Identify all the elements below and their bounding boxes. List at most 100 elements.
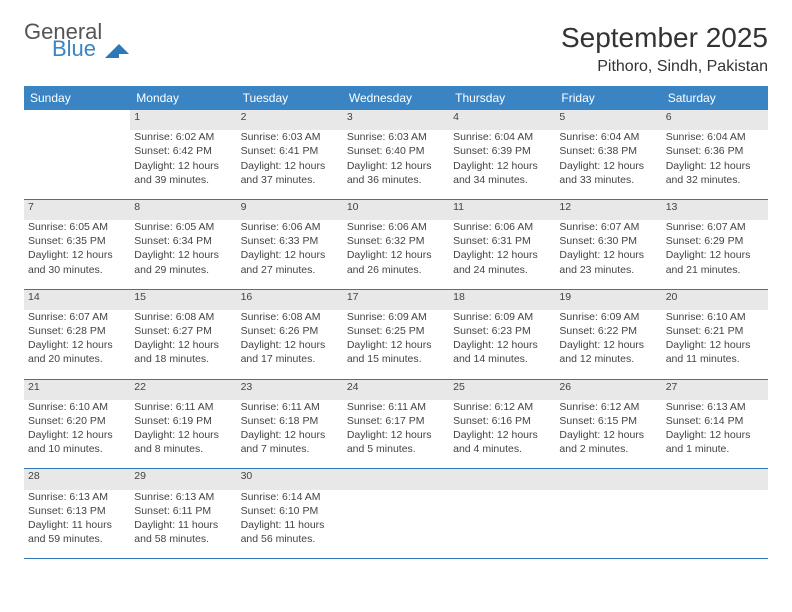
day-number-cell: 30 <box>237 469 343 490</box>
sunset: Sunset: 6:41 PM <box>241 144 339 158</box>
day-data-cell <box>343 490 449 553</box>
sunrise: Sunrise: 6:13 AM <box>134 490 232 504</box>
day-number-cell: 6 <box>662 110 768 130</box>
sunrise: Sunrise: 6:11 AM <box>241 400 339 414</box>
day-data-cell: Sunrise: 6:02 AMSunset: 6:42 PMDaylight:… <box>130 130 236 193</box>
sunrise: Sunrise: 6:06 AM <box>453 220 551 234</box>
sunset: Sunset: 6:15 PM <box>559 414 657 428</box>
sunrise: Sunrise: 6:10 AM <box>28 400 126 414</box>
sunrise: Sunrise: 6:04 AM <box>453 130 551 144</box>
day-data-cell <box>662 490 768 553</box>
day-number-cell: 8 <box>130 199 236 220</box>
sunrise: Sunrise: 6:07 AM <box>666 220 764 234</box>
day-number-cell: 9 <box>237 199 343 220</box>
sunset: Sunset: 6:14 PM <box>666 414 764 428</box>
day-data-cell <box>449 490 555 553</box>
daylight: Daylight: 11 hours and 56 minutes. <box>241 518 339 546</box>
day-number-cell: 11 <box>449 199 555 220</box>
sunrise: Sunrise: 6:11 AM <box>347 400 445 414</box>
day-data-cell: Sunrise: 6:08 AMSunset: 6:27 PMDaylight:… <box>130 310 236 373</box>
sunset: Sunset: 6:42 PM <box>134 144 232 158</box>
sunrise: Sunrise: 6:09 AM <box>453 310 551 324</box>
day-data-cell: Sunrise: 6:03 AMSunset: 6:41 PMDaylight:… <box>237 130 343 193</box>
day-number-cell <box>343 469 449 490</box>
day-number-cell: 13 <box>662 199 768 220</box>
sunrise: Sunrise: 6:04 AM <box>559 130 657 144</box>
sunset: Sunset: 6:17 PM <box>347 414 445 428</box>
sunrise: Sunrise: 6:03 AM <box>241 130 339 144</box>
sunrise: Sunrise: 6:12 AM <box>453 400 551 414</box>
day-data-cell: Sunrise: 6:06 AMSunset: 6:31 PMDaylight:… <box>449 220 555 283</box>
daylight: Daylight: 12 hours and 33 minutes. <box>559 159 657 187</box>
day-data-cell: Sunrise: 6:14 AMSunset: 6:10 PMDaylight:… <box>237 490 343 553</box>
sunset: Sunset: 6:22 PM <box>559 324 657 338</box>
day-number-cell: 25 <box>449 379 555 400</box>
day-number-cell: 20 <box>662 289 768 310</box>
sunset: Sunset: 6:26 PM <box>241 324 339 338</box>
daylight: Daylight: 12 hours and 10 minutes. <box>28 428 126 456</box>
daylight: Daylight: 12 hours and 29 minutes. <box>134 248 232 276</box>
day-data-cell: Sunrise: 6:10 AMSunset: 6:21 PMDaylight:… <box>662 310 768 373</box>
day-number-cell: 17 <box>343 289 449 310</box>
sunrise: Sunrise: 6:14 AM <box>241 490 339 504</box>
month-title: September 2025 <box>561 22 768 54</box>
day-number-cell: 7 <box>24 199 130 220</box>
sunrise: Sunrise: 6:02 AM <box>134 130 232 144</box>
day-data-cell: Sunrise: 6:13 AMSunset: 6:14 PMDaylight:… <box>662 400 768 463</box>
title-block: September 2025 Pithoro, Sindh, Pakistan <box>561 22 768 76</box>
daylight: Daylight: 12 hours and 26 minutes. <box>347 248 445 276</box>
sunrise: Sunrise: 6:07 AM <box>559 220 657 234</box>
triangle-icon <box>105 19 119 58</box>
daylight: Daylight: 12 hours and 30 minutes. <box>28 248 126 276</box>
daylight: Daylight: 11 hours and 59 minutes. <box>28 518 126 546</box>
daylight: Daylight: 12 hours and 12 minutes. <box>559 338 657 366</box>
sunrise: Sunrise: 6:05 AM <box>134 220 232 234</box>
calendar-page: General Blue September 2025 Pithoro, Sin… <box>0 0 792 559</box>
daylight: Daylight: 12 hours and 27 minutes. <box>241 248 339 276</box>
daylight: Daylight: 12 hours and 5 minutes. <box>347 428 445 456</box>
calendar-header: SundayMondayTuesdayWednesdayThursdayFrid… <box>24 86 768 110</box>
day-header: Friday <box>555 86 661 110</box>
sunrise: Sunrise: 6:08 AM <box>241 310 339 324</box>
day-number-cell: 28 <box>24 469 130 490</box>
daylight: Daylight: 11 hours and 58 minutes. <box>134 518 232 546</box>
day-data-cell: Sunrise: 6:04 AMSunset: 6:36 PMDaylight:… <box>662 130 768 193</box>
sunset: Sunset: 6:23 PM <box>453 324 551 338</box>
day-number-cell: 19 <box>555 289 661 310</box>
brand-logo: General Blue <box>24 22 129 60</box>
day-data-cell: Sunrise: 6:04 AMSunset: 6:38 PMDaylight:… <box>555 130 661 193</box>
day-data-cell: Sunrise: 6:06 AMSunset: 6:32 PMDaylight:… <box>343 220 449 283</box>
day-header: Saturday <box>662 86 768 110</box>
day-number-cell: 5 <box>555 110 661 130</box>
day-number-cell <box>555 469 661 490</box>
day-number-cell: 3 <box>343 110 449 130</box>
day-data-cell: Sunrise: 6:09 AMSunset: 6:25 PMDaylight:… <box>343 310 449 373</box>
sunrise: Sunrise: 6:12 AM <box>559 400 657 414</box>
sunset: Sunset: 6:35 PM <box>28 234 126 248</box>
sunrise: Sunrise: 6:09 AM <box>559 310 657 324</box>
day-data-cell: Sunrise: 6:07 AMSunset: 6:30 PMDaylight:… <box>555 220 661 283</box>
sunset: Sunset: 6:27 PM <box>134 324 232 338</box>
sunrise: Sunrise: 6:05 AM <box>28 220 126 234</box>
sunset: Sunset: 6:31 PM <box>453 234 551 248</box>
sunrise: Sunrise: 6:07 AM <box>28 310 126 324</box>
daylight: Daylight: 12 hours and 24 minutes. <box>453 248 551 276</box>
triangle-icon <box>119 19 129 54</box>
daylight: Daylight: 12 hours and 34 minutes. <box>453 159 551 187</box>
day-data-cell: Sunrise: 6:10 AMSunset: 6:20 PMDaylight:… <box>24 400 130 463</box>
day-number-cell: 10 <box>343 199 449 220</box>
sunset: Sunset: 6:10 PM <box>241 504 339 518</box>
day-data-cell: Sunrise: 6:07 AMSunset: 6:28 PMDaylight:… <box>24 310 130 373</box>
day-number-cell <box>662 469 768 490</box>
day-number-cell: 22 <box>130 379 236 400</box>
sunset: Sunset: 6:28 PM <box>28 324 126 338</box>
day-header: Thursday <box>449 86 555 110</box>
sunrise: Sunrise: 6:09 AM <box>347 310 445 324</box>
header: General Blue September 2025 Pithoro, Sin… <box>24 22 768 76</box>
sunset: Sunset: 6:38 PM <box>559 144 657 158</box>
calendar-body: 123456Sunrise: 6:02 AMSunset: 6:42 PMDay… <box>24 110 768 559</box>
day-header: Wednesday <box>343 86 449 110</box>
day-data-cell: Sunrise: 6:11 AMSunset: 6:18 PMDaylight:… <box>237 400 343 463</box>
daylight: Daylight: 12 hours and 8 minutes. <box>134 428 232 456</box>
day-data-cell: Sunrise: 6:09 AMSunset: 6:22 PMDaylight:… <box>555 310 661 373</box>
